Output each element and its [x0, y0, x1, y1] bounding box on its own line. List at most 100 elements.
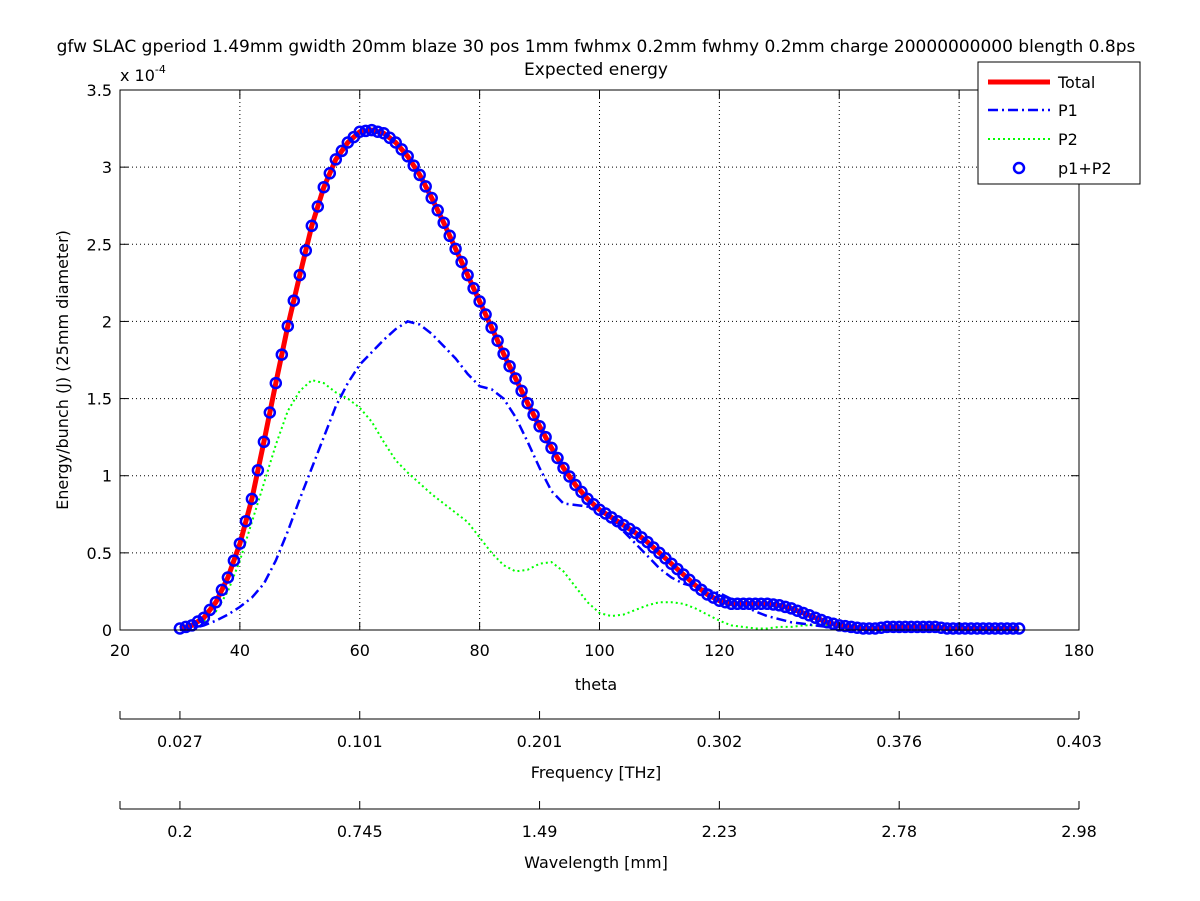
legend-label-sum: p1+P2: [1058, 159, 1112, 178]
series-sum-marker: [521, 396, 534, 410]
series-sum-marker: [934, 621, 948, 634]
series-sum-marker: [485, 321, 498, 334]
series-sum-marker: [916, 620, 930, 634]
frequency-axis-label: Frequency [THz]: [531, 763, 661, 782]
series-sum-marker: [437, 216, 450, 229]
series-sum-marker: [281, 319, 295, 333]
series-sum-marker: [263, 406, 277, 419]
series-sum-marker: [365, 123, 378, 137]
series-sum-marker: [821, 616, 834, 629]
series-sum-marker: [269, 376, 283, 390]
x-tick-label: 40: [230, 641, 250, 660]
series-sum-marker: [215, 583, 229, 597]
series-sum-marker: [233, 537, 247, 550]
series-sum-marker: [455, 255, 468, 269]
series-sum-marker: [251, 464, 265, 477]
series-sum-marker: [1012, 622, 1026, 635]
axes: 20 40 60 80 100 120 140 160 180 0 0.5 1 1.5 2 2.5 3 3.5: [87, 81, 1095, 660]
secondary-axis-tick-label: 1.49: [522, 822, 558, 841]
legend-label-total: Total: [1057, 73, 1095, 92]
series-sum-marker: [880, 620, 894, 634]
series-sum-marker: [173, 622, 187, 635]
series-sum-marker: [1006, 622, 1020, 635]
series-sum-marker: [575, 485, 588, 499]
series-sum-marker: [737, 597, 750, 611]
y-axis-label: Energy/bunch (J) (25mm diameter): [53, 230, 72, 510]
series-sum-marker: [797, 606, 810, 620]
secondary-axis-tick-label: 0.027: [157, 732, 203, 751]
series-sum-marker: [509, 372, 522, 385]
series-sum-marker: [922, 620, 936, 634]
secondary-axis-tick-label: 0.745: [337, 822, 383, 841]
series-sum-marker: [767, 598, 780, 611]
series-sum-marker: [904, 620, 918, 634]
series-sum-marker: [545, 441, 558, 455]
series-sum-marker: [791, 604, 804, 617]
series-sum-marker: [838, 619, 852, 633]
y-tick-label: 3.5: [87, 81, 112, 100]
series-sum-marker: [491, 334, 504, 347]
series-sum-marker: [701, 588, 714, 601]
y-tick-label: 0: [102, 621, 112, 640]
series-sum-marker: [868, 622, 882, 635]
series-sum-marker: [994, 622, 1008, 635]
secondary-axis-tick-label: 2.98: [1061, 822, 1097, 841]
x-tick-label: 20: [110, 641, 130, 660]
x-tick-label: 120: [704, 641, 735, 660]
legend-label-p1: P1: [1058, 101, 1078, 120]
series-sum-marker: [892, 620, 906, 634]
x-tick-label: 80: [469, 641, 489, 660]
series-sum-marker: [305, 219, 319, 233]
series-sum-marker: [964, 622, 978, 635]
series-sum-marker: [539, 430, 552, 444]
series-sum-marker: [443, 229, 456, 243]
series-sum-marker: [371, 125, 384, 138]
series-sum-marker: [707, 591, 720, 604]
series-sum-marker: [359, 124, 372, 138]
secondary-axes: 0.027 0.101 0.201 0.302 0.376 0.403 0.2 0.745 1.…: [119, 711, 1102, 841]
series-sum-marker: [719, 595, 732, 609]
series-sum-marker: [563, 470, 576, 483]
series-sum-marker: [856, 622, 870, 635]
series-sum-marker: [749, 597, 762, 611]
chart-subtitle: Expected energy: [524, 60, 668, 80]
y-tick-label: 1.5: [87, 390, 112, 409]
series-sum-marker: [221, 571, 235, 584]
series-sum-marker: [329, 153, 343, 166]
series-sum-marker: [413, 168, 426, 182]
series-sum-marker: [731, 597, 744, 611]
series-sum-marker: [928, 620, 942, 634]
series-sum-marker: [533, 420, 546, 433]
series-sum-marker: [179, 620, 193, 634]
series-sum-marker: [311, 200, 325, 213]
secondary-axis-tick-label: 0.302: [696, 732, 742, 751]
secondary-axis-tick-label: 0.2: [167, 822, 192, 841]
series-sum-marker: [970, 622, 984, 635]
x-axis-label: theta: [575, 675, 617, 694]
y-tick-label: 2: [102, 312, 112, 331]
series-sum-marker: [209, 595, 223, 609]
series-sum-marker: [449, 242, 462, 256]
series-sum-marker: [557, 461, 570, 475]
series-sum-marker: [815, 613, 828, 627]
series-sum-marker: [425, 191, 438, 205]
x-tick-label: 160: [944, 641, 975, 660]
series-sum-marker: [497, 347, 510, 361]
series-sum-marker: [940, 622, 954, 635]
plot-area: [173, 123, 1026, 635]
y-tick-label: 2.5: [87, 235, 112, 254]
secondary-axis-tick-label: 0.403: [1056, 732, 1102, 751]
series-sum-marker: [988, 622, 1002, 635]
series-sum-marker: [850, 621, 864, 634]
series-sum-marker: [473, 295, 486, 308]
series-sum-marker: [467, 282, 480, 295]
series-sum-marker: [203, 603, 217, 617]
secondary-axis-tick-label: 0.376: [876, 732, 922, 751]
y-exponent-label: x 10-4: [120, 63, 166, 85]
series-sum-marker: [910, 620, 924, 634]
series-sum-marker: [401, 150, 414, 163]
series-sum-marker: [809, 611, 822, 624]
series-sum-marker: [898, 620, 912, 634]
series-sum-marker: [197, 611, 211, 624]
